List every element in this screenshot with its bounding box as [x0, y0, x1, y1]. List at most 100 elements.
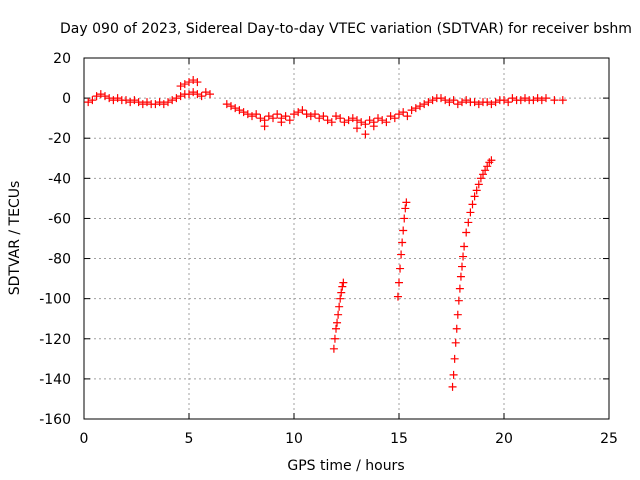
data-point — [365, 116, 374, 125]
data-point — [483, 98, 492, 107]
data-point — [449, 96, 458, 105]
data-point — [428, 96, 437, 105]
data-marks — [84, 76, 567, 391]
data-point — [189, 76, 198, 85]
data-point — [336, 114, 345, 123]
data-point — [460, 242, 469, 251]
data-point — [382, 118, 391, 127]
data-point — [403, 112, 412, 121]
data-point — [193, 90, 202, 99]
data-point — [330, 334, 339, 343]
series-main-band — [84, 88, 567, 129]
data-point — [374, 114, 382, 123]
x-tick-label: 0 — [80, 431, 89, 447]
x-tick-labels: 0 5 10 15 20 25 — [80, 431, 618, 447]
data-point — [400, 214, 409, 223]
data-point — [126, 98, 135, 107]
data-point — [189, 88, 198, 97]
data-point — [298, 106, 307, 115]
data-point — [474, 100, 483, 109]
data-point — [101, 92, 109, 101]
data-point — [468, 200, 477, 209]
data-point — [344, 116, 353, 125]
data-point — [243, 110, 252, 119]
data-point — [441, 96, 450, 105]
data-point — [193, 78, 202, 87]
y-axis-label: SDTVAR / TECUs — [7, 181, 23, 296]
data-point — [395, 278, 403, 287]
data-point — [285, 116, 294, 125]
data-point — [315, 114, 324, 123]
data-point — [462, 228, 471, 237]
data-point — [338, 282, 347, 291]
data-point — [537, 96, 546, 105]
data-point — [399, 108, 408, 117]
data-point — [333, 318, 342, 327]
data-point — [491, 98, 500, 107]
data-point — [353, 124, 361, 133]
y-tick-label: -100 — [39, 292, 71, 308]
data-point — [264, 112, 273, 121]
data-point — [458, 98, 466, 107]
data-point — [437, 94, 445, 103]
data-point — [348, 114, 357, 123]
series-plunge-15h — [393, 198, 411, 301]
y-tick-label: 20 — [53, 51, 71, 67]
data-point — [361, 120, 370, 129]
data-point — [476, 174, 485, 183]
series-dip-12h — [260, 118, 378, 139]
data-point — [335, 302, 344, 311]
y-tick-label: -60 — [48, 211, 71, 227]
data-point — [84, 98, 93, 107]
data-point — [450, 354, 459, 363]
data-point — [500, 96, 508, 105]
data-point — [378, 116, 387, 125]
data-point — [483, 162, 492, 171]
y-tick-label: 0 — [62, 91, 71, 107]
data-point — [248, 112, 256, 121]
grid-lines — [84, 58, 609, 419]
data-point — [260, 122, 269, 131]
data-point — [334, 310, 343, 319]
data-point — [256, 114, 265, 123]
data-point — [168, 96, 177, 105]
data-point — [485, 158, 494, 167]
data-point — [143, 98, 151, 107]
data-point — [407, 106, 416, 115]
data-point — [332, 112, 340, 121]
data-point — [239, 108, 248, 117]
data-point — [453, 310, 462, 319]
series-plunge-18h — [448, 156, 496, 391]
data-point — [281, 112, 290, 121]
data-point — [397, 250, 406, 259]
axis-ticks — [83, 57, 610, 420]
data-point — [206, 90, 214, 99]
data-point — [164, 98, 172, 107]
data-point — [185, 78, 193, 87]
data-point — [455, 284, 464, 293]
y-tick-label: -120 — [39, 332, 71, 348]
x-axis-label: GPS time / hours — [287, 458, 404, 474]
data-point — [197, 92, 206, 101]
data-point — [424, 98, 433, 107]
data-point — [390, 114, 399, 123]
data-point — [269, 114, 277, 123]
data-point — [472, 186, 481, 195]
data-point — [323, 116, 332, 125]
data-point — [453, 100, 462, 109]
data-point — [521, 94, 529, 103]
data-point — [138, 100, 147, 109]
data-point — [172, 94, 181, 103]
data-point — [357, 118, 366, 127]
data-point — [452, 324, 461, 333]
data-point — [340, 118, 349, 127]
data-point — [369, 122, 378, 131]
data-point — [386, 112, 395, 121]
data-point — [159, 100, 168, 109]
data-point — [134, 98, 143, 107]
data-point — [222, 100, 231, 109]
data-point — [396, 264, 405, 273]
data-point — [294, 108, 303, 117]
data-point — [516, 96, 525, 105]
data-point — [399, 226, 408, 235]
